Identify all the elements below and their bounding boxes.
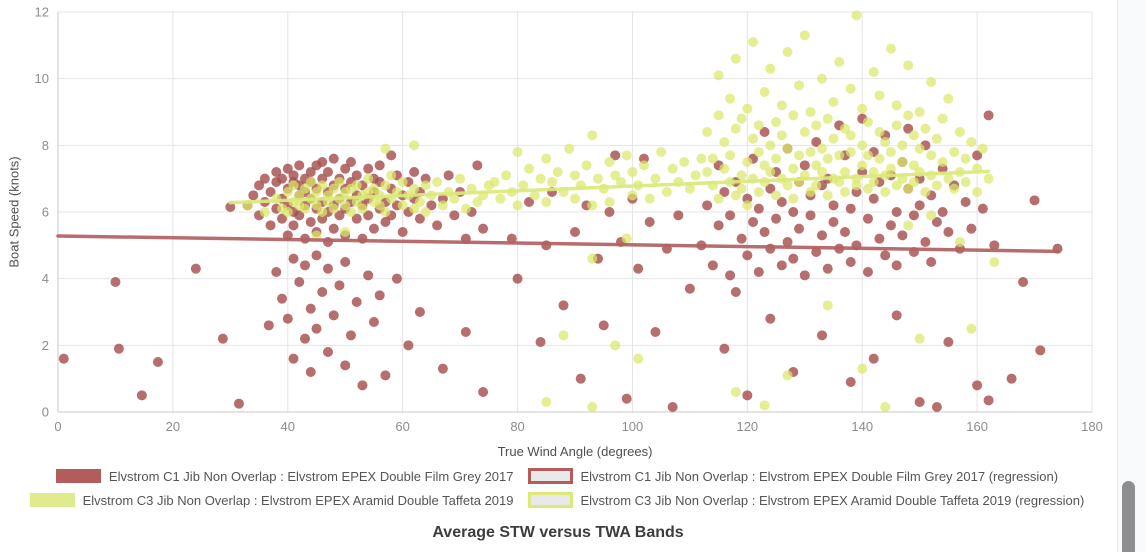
svg-text:80: 80: [510, 419, 524, 434]
legend-swatch-c3-regression: [527, 492, 573, 508]
svg-text:12: 12: [35, 5, 49, 20]
x-axis-title: True Wind Angle (degrees): [497, 444, 653, 459]
scatter-plot-canvas[interactable]: 0 20 40 60 80 100 120 140 160 180 0 2 4 6 8 10 12: [0, 0, 1116, 440]
svg-text:100: 100: [622, 419, 644, 434]
y-axis-title: Boat Speed (knots): [6, 156, 22, 268]
svg-text:60: 60: [395, 419, 409, 434]
svg-text:4: 4: [42, 271, 49, 286]
legend-swatch-c1-regression: [527, 468, 573, 484]
legend-label-c3-scatter: Elvstrom C3 Jib Non Overlap : Elvstrom E…: [82, 492, 514, 508]
legend-swatch-c3-scatter: [29, 493, 75, 507]
legend-label-c1-regression: Elvstrom C1 Jib Non Overlap : Elvstrom E…: [580, 468, 1059, 484]
legend-swatch-c1-scatter: [55, 469, 101, 483]
scrollbar-track[interactable]: [1117, 0, 1146, 552]
legend-label-c1-scatter: Elvstrom C1 Jib Non Overlap : Elvstrom E…: [108, 468, 514, 484]
svg-text:140: 140: [851, 419, 873, 434]
legend-item-c3-scatter[interactable]: Elvstrom C3 Jib Non Overlap : Elvstrom E…: [14, 492, 514, 508]
legend-label-c3-regression: Elvstrom C3 Jib Non Overlap : Elvstrom E…: [580, 492, 1085, 508]
legend-item-c1-regression[interactable]: Elvstrom C1 Jib Non Overlap : Elvstrom E…: [527, 468, 1103, 484]
svg-text:120: 120: [736, 419, 758, 434]
chart-title: Average STW versus TWA Bands: [432, 524, 684, 541]
svg-text:6: 6: [42, 205, 49, 220]
legend-item-c3-regression[interactable]: Elvstrom C3 Jib Non Overlap : Elvstrom E…: [527, 492, 1103, 508]
svg-text:0: 0: [54, 419, 61, 434]
svg-text:10: 10: [35, 71, 49, 86]
svg-text:160: 160: [966, 419, 988, 434]
legend-item-c1-scatter[interactable]: Elvstrom C1 Jib Non Overlap : Elvstrom E…: [14, 468, 514, 484]
scrollbar-thumb[interactable]: [1122, 481, 1135, 552]
svg-text:8: 8: [42, 138, 49, 153]
svg-text:20: 20: [166, 419, 180, 434]
svg-text:2: 2: [42, 338, 49, 353]
chart-container: 0 20 40 60 80 100 120 140 160 180 0 2 4 6 8 10 12 Boat S…: [0, 0, 1116, 541]
svg-text:0: 0: [42, 405, 49, 420]
svg-text:40: 40: [281, 419, 295, 434]
legend: Elvstrom C1 Jib Non Overlap : Elvstrom E…: [0, 468, 1116, 508]
svg-text:180: 180: [1081, 419, 1103, 434]
